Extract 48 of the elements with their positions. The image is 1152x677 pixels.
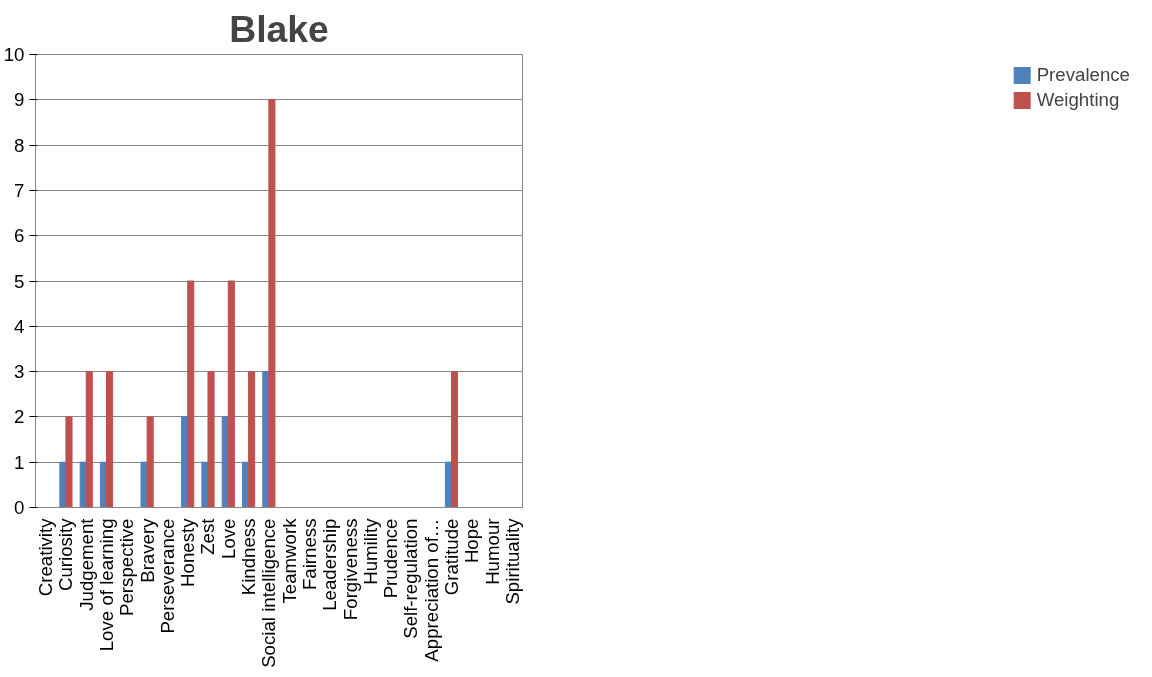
- y-tick-label: 8: [14, 134, 25, 156]
- chart-title: Blake: [229, 7, 329, 50]
- y-tick-label: 3: [14, 361, 25, 383]
- legend-label: Weighting: [1036, 89, 1120, 111]
- bar: [268, 99, 276, 508]
- x-tick-label: Prudence: [380, 518, 402, 599]
- x-tick-label: Kindness: [238, 518, 260, 596]
- bar: [207, 371, 215, 508]
- y-tick-label: 5: [14, 270, 25, 292]
- x-tick-label: Judgement: [75, 517, 97, 611]
- x-tick-label: Creativity: [35, 517, 57, 597]
- bar: [146, 416, 154, 508]
- y-tick-label: 2: [14, 406, 25, 428]
- x-tick-label: Social intelligence: [258, 518, 280, 668]
- x-tick-label: Bravery: [136, 517, 158, 583]
- x-tick-label: Humility: [359, 517, 381, 585]
- x-tick-label: Spirituality: [501, 517, 523, 605]
- y-tick-label: 10: [3, 44, 25, 65]
- bar: [65, 416, 73, 508]
- x-tick-label: Leadership: [319, 518, 341, 611]
- bar: [85, 371, 93, 508]
- legend-label: Prevalence: [1036, 64, 1130, 86]
- x-tick-label: Teamwork: [278, 517, 300, 604]
- x-tick-label: Humour: [481, 518, 503, 585]
- y-tick-label: 0: [14, 497, 25, 518]
- bar: [187, 280, 195, 508]
- x-tick-label: Gratitude: [440, 518, 462, 596]
- x-tick-label: Perspective: [116, 518, 138, 616]
- x-tick-label: Forgiveness: [339, 518, 361, 621]
- bar: [227, 280, 235, 508]
- x-tick-label: Love: [217, 518, 239, 559]
- y-tick-label: 7: [14, 179, 25, 201]
- y-tick-label: 1: [14, 451, 25, 473]
- x-tick-label: Fairness: [298, 518, 320, 591]
- x-tick-label: Hope: [461, 518, 483, 564]
- bar: [79, 461, 87, 508]
- y-tick-label: 4: [14, 315, 25, 337]
- bar: [106, 371, 114, 508]
- x-tick-label: Self-regulation: [400, 518, 422, 639]
- x-tick-label: Zest: [197, 517, 219, 555]
- x-tick-label: Love of learning: [96, 518, 118, 652]
- y-tick-label: 9: [14, 89, 25, 111]
- x-tick-label: Honesty: [177, 517, 199, 587]
- bar: [248, 371, 256, 508]
- x-tick-label: Appreciation of…: [420, 518, 442, 662]
- bar: [450, 371, 459, 508]
- x-tick-label: Curiosity: [55, 517, 77, 592]
- y-tick-label: 6: [14, 225, 25, 247]
